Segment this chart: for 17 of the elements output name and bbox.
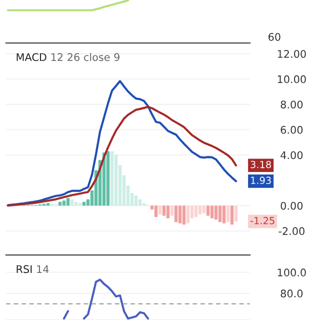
text: 12 26 close 9 xyxy=(51,53,120,62)
y-tick-label: 0.00 xyxy=(280,202,303,210)
text: -1.25 xyxy=(250,216,274,224)
y-tick-label: 12.00 xyxy=(278,50,306,58)
y-tick-label: 100.0 xyxy=(278,268,306,276)
text: MACD xyxy=(16,53,46,62)
y-tick-label: 4.00 xyxy=(280,151,303,160)
text: RSI xyxy=(16,265,32,274)
y-tick-label: 10.00 xyxy=(278,75,306,84)
y-tick-label: 80.0 xyxy=(280,290,303,298)
text: 3.18 xyxy=(250,160,271,168)
y-tick-label: 6.00 xyxy=(280,126,303,134)
y-tick-label: -2.00 xyxy=(278,227,304,236)
text: 60 xyxy=(268,32,280,41)
y-tick-label: 8.00 xyxy=(280,100,303,108)
text: 1.93 xyxy=(251,176,271,184)
text: 14 xyxy=(37,265,49,273)
